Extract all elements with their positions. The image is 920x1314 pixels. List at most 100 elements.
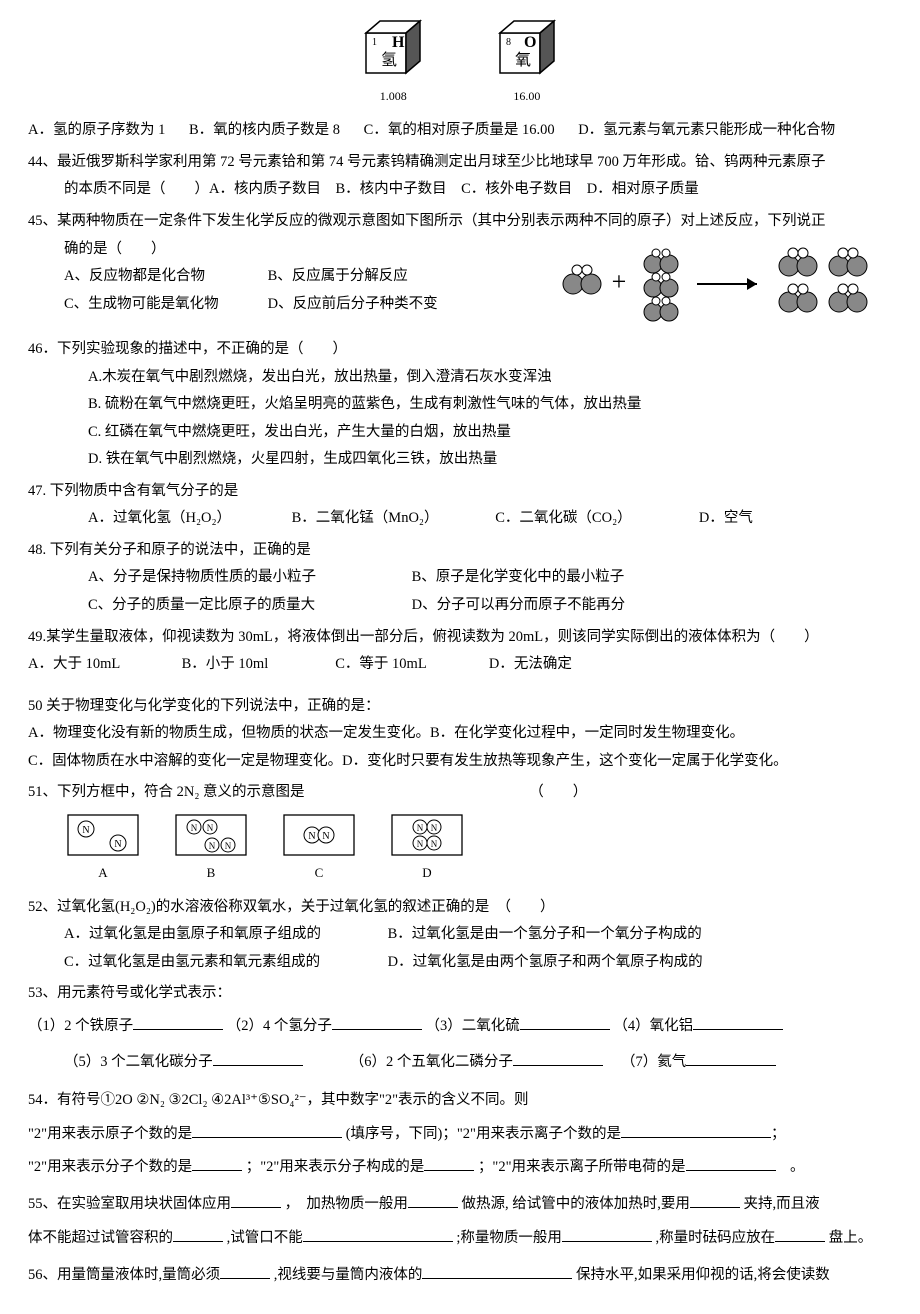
- q53-p4: （4）氧化铝: [613, 1018, 693, 1034]
- q54-1b: (填序号，下同)；"2"用来表示离子个数的是: [346, 1126, 621, 1142]
- q53-p2: （2）4 个氢分子: [227, 1018, 332, 1034]
- q55-c: 做热源, 给试管中的液体加热时,要用: [462, 1196, 690, 1212]
- element-cubes-row: 1 H 氢 1.008 8 O 氧 16.00: [28, 18, 892, 107]
- q56-c: 保持水平,如果采用仰视的话,将会使读数: [576, 1267, 830, 1283]
- blank: [686, 1051, 776, 1066]
- q51: 51、下列方框中，符合 2N₂ 意义的示意图是 （ ） N N A N N N …: [28, 779, 892, 885]
- q53-p5: （5）3 个二氧化碳分子: [64, 1054, 213, 1070]
- q55-a: 55、在实验室取用块状固体应用: [28, 1196, 231, 1212]
- q51-lbl-c: C: [280, 861, 358, 886]
- q55-i: 盘上。: [829, 1230, 873, 1246]
- q53-stem: 53、用元素符号或化学式表示：: [28, 980, 892, 1008]
- q48-a: A、分子是保持物质性质的最小粒子: [88, 564, 388, 592]
- svg-text:N: N: [322, 831, 329, 842]
- q45: 45、某两种物质在一定条件下发生化学反应的微观示意图如下图所示（其中分别表示两种…: [28, 208, 892, 332]
- q50-line2: C．固体物质在水中溶解的变化一定是物理变化。D．变化时只要有发生放热等现象产生，…: [28, 748, 892, 776]
- q50-line1: A．物理变化没有新的物质生成，但物质的状态一定发生变化。B．在化学变化过程中，一…: [28, 720, 892, 748]
- svg-text:N: N: [225, 841, 232, 851]
- blank: [775, 1227, 825, 1242]
- q51-lbl-a: A: [64, 861, 142, 886]
- q51-box-d: N N N N D: [388, 811, 466, 886]
- q47-b: B．二氧化锰（MnO₂）: [292, 505, 472, 533]
- q52-a: A．过氧化氢是由氢原子和氧原子组成的: [64, 921, 364, 949]
- blank: [192, 1156, 242, 1171]
- q45-stem2: 确的是（ ）: [28, 236, 552, 264]
- q54: 54．有符号①2O ②N₂ ③2Cl₂ ④2Al³⁺⑤SO₄²⁻，其中数字"2"…: [28, 1084, 892, 1184]
- q47: 47. 下列物质中含有氧气分子的是 A．过氧化氢（H₂O₂） B．二氧化锰（Mn…: [28, 478, 892, 533]
- q55-d: 夹持,而且液: [744, 1196, 820, 1212]
- blank: [693, 1015, 783, 1030]
- q43-a: A．氢的原子序数为 1: [28, 117, 165, 145]
- blank: [332, 1015, 422, 1030]
- cube-o-sym: O: [524, 34, 536, 51]
- blank: [133, 1015, 223, 1030]
- q51-stem: 51、下列方框中，符合 2N₂ 意义的示意图是 （ ）: [28, 779, 892, 807]
- q49-b: B．小于 10ml: [182, 651, 312, 679]
- blank: [562, 1227, 652, 1242]
- q48-c: C、分子的质量一定比原子的质量大: [88, 592, 388, 620]
- blank: [220, 1264, 270, 1279]
- q45-stem1: 45、某两种物质在一定条件下发生化学反应的微观示意图如下图所示（其中分别表示两种…: [28, 208, 892, 236]
- svg-text:N: N: [191, 823, 198, 833]
- q48: 48. 下列有关分子和原子的说法中，正确的是 A、分子是保持物质性质的最小粒子 …: [28, 537, 892, 620]
- q49-c: C．等于 10mL: [335, 651, 465, 679]
- blank: [422, 1264, 572, 1279]
- q54-2c: ；"2"用来表示离子所带电荷的是: [478, 1159, 686, 1175]
- blank: [520, 1015, 610, 1030]
- q49-stem: 49.某学生量取液体，仰视读数为 30mL，将液体倒出一部分后，俯视读数为 20…: [28, 624, 892, 652]
- q49-d: D．无法确定: [489, 651, 572, 679]
- q55-h: ,称量时砝码应放在: [656, 1230, 776, 1246]
- q54-2b: ；"2"用来表示分子构成的是: [246, 1159, 425, 1175]
- q51-box-a: N N A: [64, 811, 142, 886]
- svg-text:N: N: [431, 839, 438, 849]
- q56: 56、用量筒量液体时,量筒必须 ,视线要与量筒内液体的 保持水平,如果采用仰视的…: [28, 1259, 892, 1292]
- svg-text:N: N: [82, 825, 89, 836]
- blank: [408, 1194, 458, 1209]
- svg-text:+: +: [612, 267, 627, 296]
- q46-c: C. 红磷在氧气中燃烧更旺，发出白光，产生大量的白烟，放出热量: [28, 419, 892, 447]
- q53-p7: （7）氦气: [621, 1054, 686, 1070]
- blank: [303, 1227, 453, 1242]
- cube-h-mass: 1.008: [358, 85, 428, 108]
- q53-p6: （6）2 个五氧化二磷分子: [350, 1054, 513, 1070]
- blank: [231, 1194, 281, 1209]
- q47-d: D．空气: [699, 505, 753, 533]
- svg-text:N: N: [431, 823, 438, 833]
- q44-stem2: 的本质不同是（ ）A．核内质子数目 B．核内中子数目 C．核外电子数目 D．相对…: [28, 176, 892, 204]
- q46-d: D. 铁在氧气中剧烈燃烧，火星四射，生成四氧化三铁，放出热量: [28, 446, 892, 474]
- q54-2a: "2"用来表示分子个数的是: [28, 1159, 192, 1175]
- q48-b: B、原子是化学变化中的最小粒子: [412, 564, 625, 592]
- cube-h-num: 1: [372, 37, 377, 48]
- q45-a: A、反应物都是化合物: [64, 263, 244, 291]
- q52-d: D．过氧化氢是由两个氢原子和两个氧原子构成的: [388, 949, 703, 977]
- q48-d: D、分子可以再分而原子不能再分: [412, 592, 625, 620]
- svg-text:N: N: [417, 823, 424, 833]
- q44-stem1: 44、最近俄罗斯科学家利用第 72 号元素铪和第 74 号元素钨精确测定出月球至…: [28, 149, 892, 177]
- q48-stem: 48. 下列有关分子和原子的说法中，正确的是: [28, 537, 892, 565]
- q53: 53、用元素符号或化学式表示： （1）2 个铁原子 （2）4 个氢分子 （3）二…: [28, 980, 892, 1080]
- q50: 50 关于物理变化与化学变化的下列说法中，正确的是： A．物理变化没有新的物质生…: [28, 693, 892, 776]
- cube-hydrogen: 1 H 氢 1.008: [358, 18, 428, 107]
- q45-diagram: +: [552, 236, 892, 333]
- q47-c: C．二氧化碳（CO₂）: [495, 505, 675, 533]
- blank: [690, 1194, 740, 1209]
- q55: 55、在实验室取用块状固体应用 ， 加热物质一般用 做热源, 给试管中的液体加热…: [28, 1188, 892, 1255]
- cube-oxygen: 8 O 氧 16.00: [492, 18, 562, 107]
- q54-stem: 54．有符号①2O ②N₂ ③2Cl₂ ④2Al³⁺⑤SO₄²⁻，其中数字"2"…: [28, 1084, 892, 1117]
- cube-o-char: 氧: [515, 51, 531, 69]
- blank: [513, 1051, 603, 1066]
- q52-c: C．过氧化氢是由氢元素和氧元素组成的: [64, 949, 364, 977]
- q52: 52、过氧化氢(H₂O₂)的水溶液俗称双氧水，关于过氧化氢的叙述正确的是 （ ）…: [28, 894, 892, 977]
- q45-c: C、生成物可能是氧化物: [64, 291, 244, 319]
- q53-p3: （3）二氧化硫: [426, 1018, 520, 1034]
- blank: [424, 1156, 474, 1171]
- q56-a: 56、用量筒量液体时,量筒必须: [28, 1267, 220, 1283]
- q47-stem: 47. 下列物质中含有氧气分子的是: [28, 478, 892, 506]
- q50-stem: 50 关于物理变化与化学变化的下列说法中，正确的是：: [28, 693, 892, 721]
- blank: [213, 1051, 303, 1066]
- q55-e: 体不能超过试管容积的: [28, 1230, 173, 1246]
- q46: 46．下列实验现象的描述中，不正确的是（ ） A.木炭在氧气中剧烈燃烧，发出白光…: [28, 336, 892, 474]
- svg-text:N: N: [114, 839, 121, 850]
- q45-b: B、反应属于分解反应: [268, 263, 408, 291]
- cube-o-mass: 16.00: [492, 85, 562, 108]
